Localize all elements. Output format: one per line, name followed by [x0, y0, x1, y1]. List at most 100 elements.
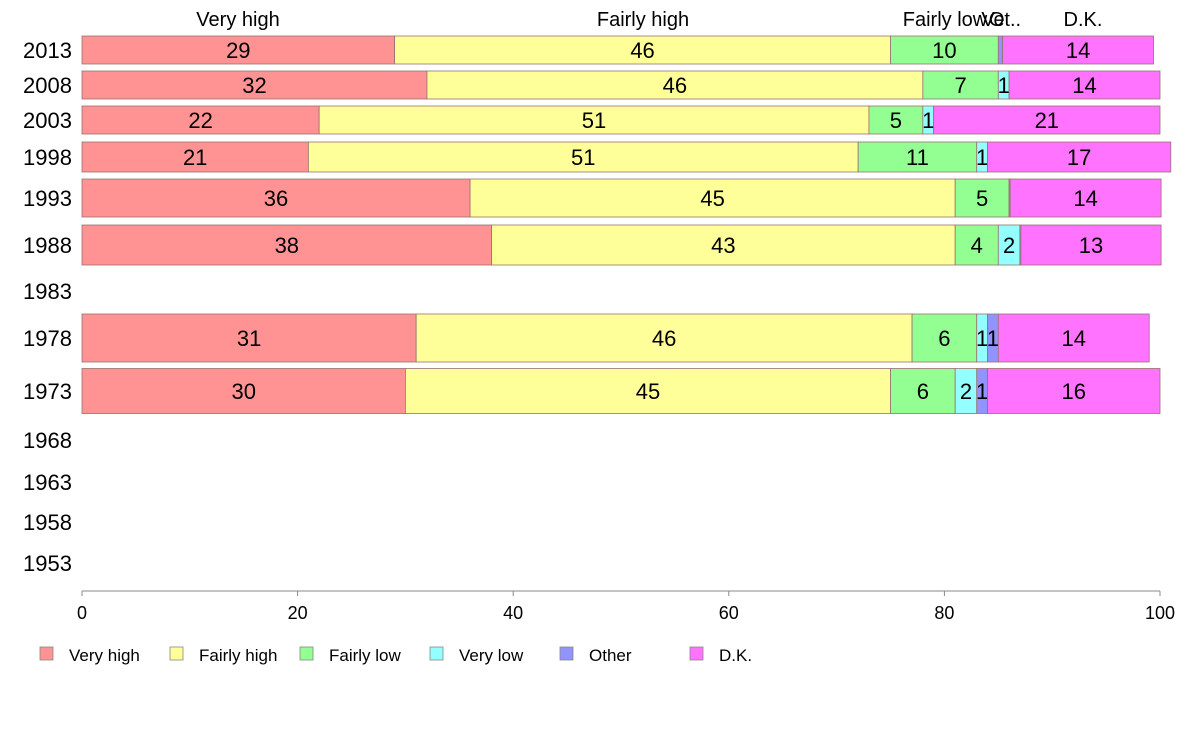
data-label-1988-2: 4 — [971, 233, 983, 258]
bar-segment-2013-4 — [997, 35, 1004, 65]
data-label-1998-3: 1 — [976, 145, 988, 170]
data-label-2003-0: 22 — [188, 108, 212, 133]
bar-segment-2003-5 — [933, 105, 1161, 135]
data-label-1993-5: 14 — [1073, 186, 1097, 211]
bar-segment-1993-0 — [81, 178, 471, 218]
bar-segment-2008-5 — [1008, 70, 1161, 100]
bar-segment-1998-0 — [81, 141, 309, 173]
top-label-2: Fairly low — [903, 9, 988, 31]
data-label-2003-2: 5 — [890, 108, 902, 133]
data-label-1973-0: 30 — [231, 379, 255, 404]
legend-label-5: D.K. — [719, 646, 752, 665]
y-tick-label-2008: 2008 — [23, 73, 72, 98]
bar-segment-1998-5 — [987, 141, 1172, 173]
legend-swatch-1 — [169, 646, 184, 661]
legend-label-2: Fairly low — [329, 646, 402, 665]
data-label-2008-1: 46 — [663, 73, 687, 98]
data-label-2013-5: 14 — [1066, 38, 1090, 63]
data-label-1978-4: 1 — [987, 326, 999, 351]
data-label-1988-3: 2 — [1003, 233, 1015, 258]
bar-segment-1993-1 — [469, 178, 956, 218]
x-tick-label-5: 100 — [1145, 603, 1175, 623]
data-label-1988-1: 43 — [711, 233, 735, 258]
y-tick-label-2013: 2013 — [23, 38, 72, 63]
bar-segment-1998-2 — [857, 141, 978, 173]
bar-segment-2008-2 — [922, 70, 999, 100]
bar-segment-1973-2 — [890, 368, 956, 414]
legend-swatch-4 — [559, 646, 574, 661]
bar-segment-2013-5 — [1002, 35, 1154, 65]
data-label-2003-1: 51 — [582, 108, 606, 133]
data-label-2013-0: 29 — [226, 38, 250, 63]
legend-label-3: Very low — [459, 646, 524, 665]
data-label-2008-3: 1 — [998, 73, 1010, 98]
data-label-1978-3: 1 — [976, 326, 988, 351]
bar-segment-1988-0 — [81, 224, 493, 266]
legend-swatch-3 — [429, 646, 444, 661]
top-label-5: D.K. — [1064, 9, 1103, 31]
data-label-2013-1: 46 — [630, 38, 654, 63]
bar-segment-1978-5 — [997, 313, 1150, 363]
bar-segment-2013-1 — [394, 35, 891, 65]
bar-segment-1973-5 — [987, 368, 1161, 414]
data-label-1998-1: 51 — [571, 145, 595, 170]
y-tick-label-1953: 1953 — [23, 551, 72, 576]
bar-segment-1993-2 — [954, 178, 1010, 218]
bar-segment-1978-1 — [415, 313, 913, 363]
y-tick-label-1988: 1988 — [23, 233, 72, 258]
legend-label-1: Fairly high — [199, 646, 277, 665]
x-tick-label-2: 40 — [503, 603, 523, 623]
data-label-1973-2: 6 — [917, 379, 929, 404]
legend-swatch-5 — [689, 646, 704, 661]
data-label-2013-2: 10 — [932, 38, 956, 63]
y-tick-label-1993: 1993 — [23, 186, 72, 211]
y-tick-label-1968: 1968 — [23, 428, 72, 453]
y-tick-label-2003: 2003 — [23, 108, 72, 133]
x-tick-label-0: 0 — [77, 603, 87, 623]
y-tick-label-1978: 1978 — [23, 326, 72, 351]
x-tick-label-4: 80 — [934, 603, 954, 623]
data-label-1998-5: 17 — [1067, 145, 1091, 170]
y-tick-label-1983: 1983 — [23, 279, 72, 304]
bar-segment-2008-1 — [426, 70, 924, 100]
data-label-1998-2: 11 — [906, 145, 929, 170]
top-label-3: Ve — [981, 9, 1004, 31]
data-label-2003-5: 21 — [1035, 108, 1059, 133]
bar-segment-1973-0 — [81, 368, 406, 414]
data-label-2008-2: 7 — [954, 73, 966, 98]
data-label-1978-5: 14 — [1062, 326, 1086, 351]
data-label-1978-2: 6 — [938, 326, 950, 351]
data-label-1988-5: 13 — [1079, 233, 1103, 258]
data-label-1993-0: 36 — [264, 186, 288, 211]
top-label-4: Ot.. — [989, 9, 1021, 31]
y-tick-label-1973: 1973 — [23, 379, 72, 404]
data-label-1978-0: 31 — [237, 326, 261, 351]
data-label-1988-0: 38 — [275, 233, 299, 258]
bar-segment-1988-1 — [491, 224, 956, 266]
data-label-1973-3: 2 — [960, 379, 972, 404]
data-label-1973-1: 45 — [636, 379, 660, 404]
data-label-1993-2: 5 — [976, 186, 988, 211]
y-tick-label-1958: 1958 — [23, 510, 72, 535]
legend-label-0: Very high — [69, 646, 140, 665]
legend-swatch-2 — [299, 646, 314, 661]
y-tick-label-1963: 1963 — [23, 470, 72, 495]
data-label-1978-1: 46 — [652, 326, 676, 351]
top-label-0: Very high — [196, 9, 279, 31]
x-tick-label-1: 20 — [288, 603, 308, 623]
bar-segment-1993-5 — [1009, 178, 1162, 218]
legend-swatch-0 — [39, 646, 54, 661]
top-label-1: Fairly high — [597, 9, 689, 31]
legend-label-4: Other — [589, 646, 632, 665]
data-label-2008-0: 32 — [242, 73, 266, 98]
bar-segment-2003-0 — [81, 105, 320, 135]
bar-segment-2008-0 — [81, 70, 428, 100]
data-label-1973-4: 1 — [976, 379, 988, 404]
bar-segment-1988-5 — [1020, 224, 1162, 266]
bar-segment-2003-2 — [868, 105, 924, 135]
data-label-1993-1: 45 — [700, 186, 724, 211]
data-label-2008-5: 14 — [1072, 73, 1096, 98]
x-tick-label-3: 60 — [719, 603, 739, 623]
data-label-2003-3: 1 — [922, 108, 934, 133]
